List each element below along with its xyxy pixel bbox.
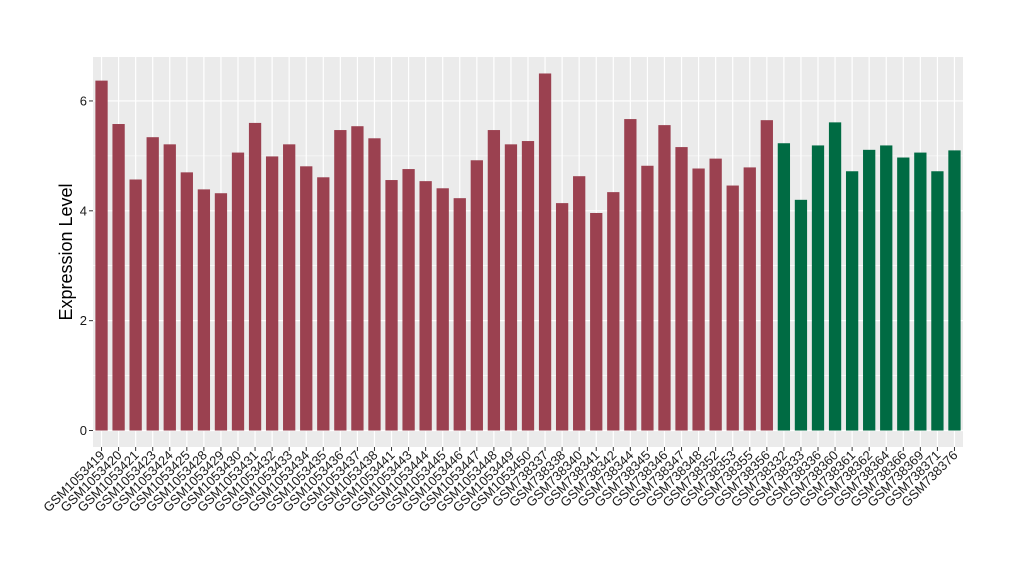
bar-GSM738352 (709, 158, 722, 431)
bar-GSM1053420 (112, 124, 125, 431)
y-tick-label: 6 (80, 93, 87, 108)
y-axis: 0 2 4 6 (80, 93, 93, 438)
bar-GSM1053421 (129, 179, 142, 431)
bar-GSM738333 (794, 199, 808, 431)
bar-GSM1053448 (487, 130, 501, 431)
bar-GSM738369 (914, 152, 927, 431)
bar-GSM738346 (658, 125, 671, 431)
bar-GSM1053433 (283, 144, 296, 431)
bar-GSM738360 (828, 122, 842, 431)
bar-GSM738376 (948, 150, 961, 431)
bar-GSM738344 (624, 119, 637, 431)
bar-GSM738347 (675, 147, 688, 431)
bar-GSM738361 (845, 171, 859, 431)
y-tick-label: 2 (80, 313, 87, 328)
bar-GSM738342 (607, 192, 620, 431)
bar-GSM1053419 (95, 80, 108, 431)
bar-GSM1053437 (351, 126, 364, 431)
bar-GSM738353 (726, 185, 739, 431)
bar-GSM738348 (692, 168, 705, 431)
bar-GSM738355 (743, 167, 756, 431)
bar-GSM1053443 (402, 169, 415, 431)
y-tick-label: 0 (80, 423, 87, 438)
bar-GSM738336 (811, 145, 825, 431)
x-axis: GSM1053419GSM1053420GSM1053421GSM1053423… (40, 447, 961, 515)
bar-GSM738337 (538, 73, 552, 431)
bars (95, 73, 961, 431)
bar-GSM1053425 (180, 172, 193, 431)
bar-GSM1053429 (214, 193, 228, 431)
bar-GSM1053434 (300, 166, 313, 431)
bar-GSM738371 (931, 171, 944, 431)
bar-GSM1053450 (521, 141, 535, 431)
bar-GSM1053432 (265, 156, 279, 431)
bar-GSM1053438 (368, 138, 381, 431)
bar-GSM738338 (555, 203, 569, 431)
bar-GSM738341 (590, 213, 603, 431)
bar-GSM738364 (880, 145, 893, 431)
bar-GSM738362 (863, 149, 876, 431)
bar-GSM738345 (641, 165, 654, 431)
bar-GSM1053445 (436, 188, 449, 431)
bar-GSM1053424 (163, 144, 176, 431)
bar-GSM1053447 (470, 160, 483, 431)
bar-GSM1053436 (334, 130, 347, 431)
bar-GSM1053428 (197, 189, 211, 431)
y-tick-label: 4 (80, 203, 87, 218)
bar-GSM738340 (573, 176, 586, 431)
bar-GSM738366 (897, 157, 910, 431)
bar-GSM1053446 (453, 198, 466, 431)
bar-GSM1053444 (419, 181, 432, 431)
bar-GSM1053435 (317, 177, 330, 431)
bar-GSM1053441 (385, 180, 398, 431)
bar-GSM738356 (760, 120, 773, 431)
bar-GSM1053449 (504, 144, 518, 431)
bar-GSM1053431 (248, 122, 262, 431)
bar-GSM1053423 (146, 137, 159, 431)
bar-GSM738332 (777, 143, 791, 431)
y-axis-title: Expression Level (56, 183, 76, 320)
bar-GSM1053430 (231, 152, 245, 431)
